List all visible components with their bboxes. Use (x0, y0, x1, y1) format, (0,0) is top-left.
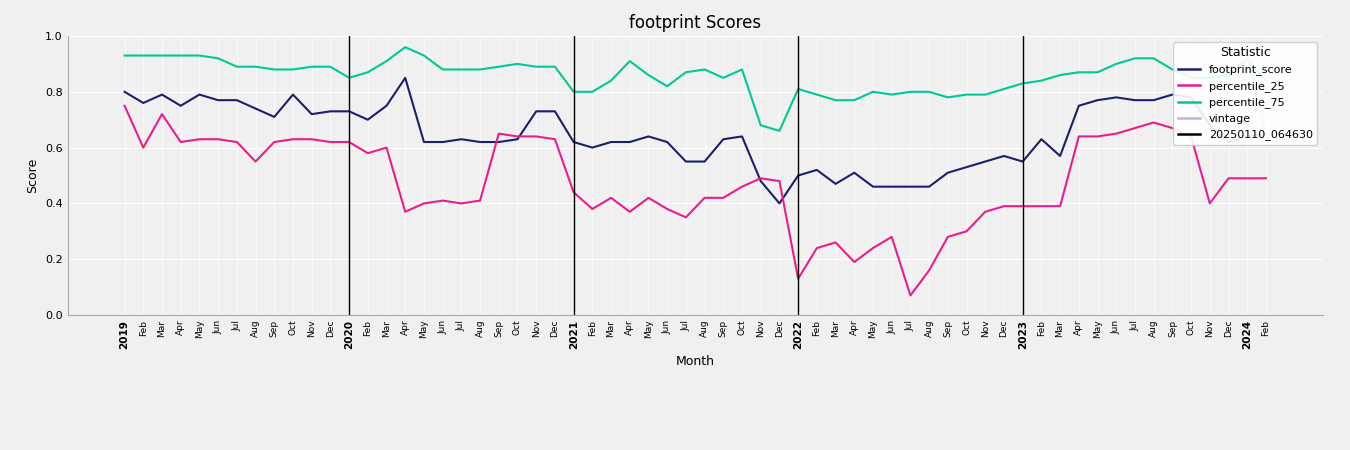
Line: footprint_score: footprint_score (124, 78, 1266, 203)
percentile_25 (116, 103, 132, 108)
percentile_75 (435, 67, 451, 72)
footprint_score (435, 140, 451, 145)
Line: vintage: vintage (1247, 55, 1266, 134)
percentile_75 (1146, 56, 1162, 61)
percentile_25 (342, 140, 358, 145)
percentile_75 (846, 98, 863, 103)
Legend: footprint_score, percentile_25, percentile_75, vintage, 20250110_064630: footprint_score, percentile_25, percenti… (1173, 41, 1318, 145)
footprint_score (697, 159, 713, 164)
percentile_25 (902, 293, 918, 298)
footprint_score (1146, 98, 1162, 103)
footprint_score (771, 201, 787, 206)
percentile_75 (771, 128, 787, 134)
Title: footprint Scores: footprint Scores (629, 14, 761, 32)
percentile_75 (211, 56, 227, 61)
footprint_score (1258, 131, 1274, 136)
footprint_score (116, 89, 132, 94)
percentile_75 (116, 53, 132, 58)
footprint_score (211, 98, 227, 103)
percentile_75 (397, 45, 413, 50)
percentile_75 (342, 75, 358, 81)
vintage (1258, 131, 1274, 136)
percentile_75 (1258, 78, 1274, 83)
percentile_75 (697, 67, 713, 72)
vintage (1239, 53, 1256, 58)
percentile_25 (809, 245, 825, 251)
footprint_score (397, 75, 413, 81)
footprint_score (846, 170, 863, 176)
percentile_25 (416, 201, 432, 206)
Y-axis label: Score: Score (27, 158, 39, 193)
X-axis label: Month: Month (676, 355, 714, 368)
percentile_25 (678, 215, 694, 220)
footprint_score (342, 108, 358, 114)
percentile_25 (211, 136, 227, 142)
percentile_25 (1127, 126, 1143, 131)
Line: percentile_75: percentile_75 (124, 47, 1266, 131)
Line: percentile_25: percentile_25 (124, 106, 1266, 296)
percentile_25 (1258, 176, 1274, 181)
